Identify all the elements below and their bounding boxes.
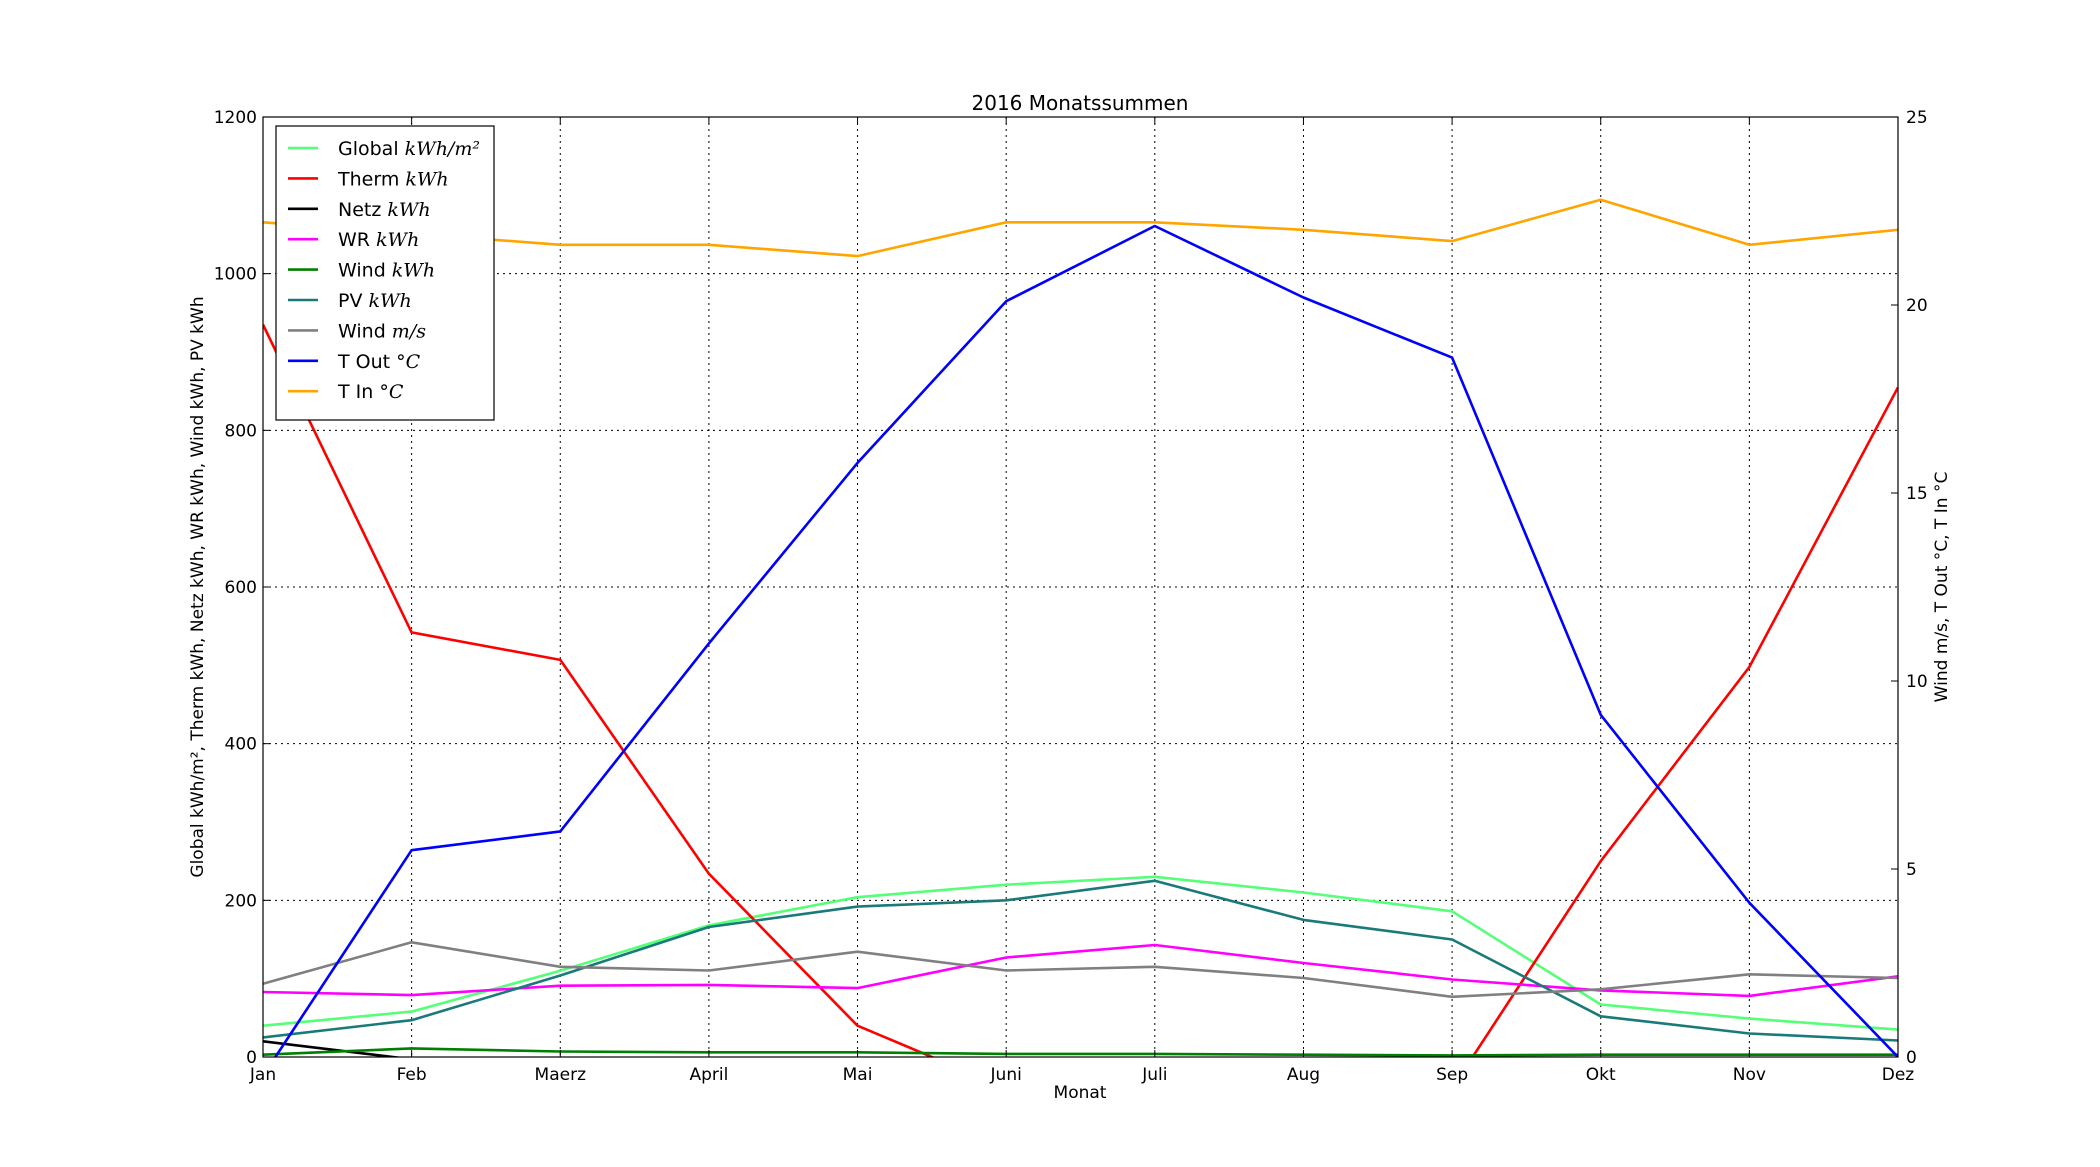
x-axis-label: Monat — [1054, 1083, 1107, 1103]
x-tick-label: April — [689, 1065, 728, 1085]
x-tick-label: Nov — [1733, 1065, 1766, 1085]
series-line-global-kwh-m — [263, 875, 1898, 1031]
legend-entry: T In °C — [337, 381, 404, 403]
x-tick-label: Maerz — [535, 1065, 587, 1085]
y-tick-label-right: 0 — [1906, 1048, 1917, 1068]
y-tick-label-left: 1000 — [214, 265, 257, 285]
y-tick-label-left: 800 — [225, 421, 257, 441]
y-tick-label-left: 400 — [225, 735, 257, 755]
y-axis-label-left: Global kWh/m², Therm kWh, Netz kWh, WR k… — [188, 296, 208, 877]
series-line-t-out-c — [273, 224, 1898, 1057]
series-line-wr-kwh — [263, 943, 1898, 998]
grid — [263, 117, 1898, 1057]
legend-entry: Netz kWh — [338, 199, 431, 221]
series-line-t-in-c — [263, 198, 1898, 258]
legend-box — [275, 125, 495, 421]
x-tick-label: Dez — [1882, 1065, 1915, 1085]
x-tick-label: Aug — [1287, 1065, 1320, 1085]
legend-entry: Global kWh/m² — [338, 138, 480, 160]
legend-entry: Wind kWh — [338, 260, 435, 282]
y-axis-label-right: Wind m/s, T Out °C, T In °C — [1932, 472, 1952, 703]
legend-entry: Therm kWh — [337, 168, 449, 190]
x-tick-label: Juli — [1141, 1065, 1167, 1085]
x-tick-label: Okt — [1586, 1065, 1616, 1085]
y-tick-label-left: 1200 — [214, 108, 257, 128]
legend-entry: T Out °C — [337, 351, 421, 373]
y-tick-label-right: 25 — [1906, 108, 1928, 128]
y-tick-label-right: 5 — [1906, 860, 1917, 880]
x-tick-label: Mai — [843, 1065, 873, 1085]
x-tick-label: Jan — [249, 1065, 276, 1085]
series-line-therm-kwh — [263, 324, 1898, 1057]
series-line-pv-kwh — [263, 879, 1898, 1042]
y-tick-label-right: 10 — [1906, 672, 1928, 692]
legend-entry: PV kWh — [338, 290, 412, 312]
chart-title: 2016 Monatssummen — [972, 91, 1189, 115]
x-tick-label: Sep — [1436, 1065, 1468, 1085]
series-line-wind-kwh — [263, 1047, 1898, 1057]
y-tick-label-left: 600 — [225, 578, 257, 598]
y-tick-label-left: 200 — [225, 891, 257, 911]
ticks: Jan Feb Maerz April Mai Juni Juli Aug Sep Okt Nov D… — [214, 108, 1928, 1085]
series-line-wind-m-s — [263, 940, 1898, 999]
y-tick-label-right: 20 — [1906, 296, 1928, 316]
x-tick-label: Feb — [397, 1065, 427, 1085]
y-tick-label-right: 15 — [1906, 484, 1928, 504]
x-tick-label: Juni — [990, 1065, 1022, 1085]
y-tick-label-left: 0 — [246, 1048, 257, 1068]
legend-entry: WR kWh — [338, 229, 419, 251]
series-lines — [263, 198, 1898, 1057]
legend: Global kWh/m² Therm kWh Netz kWh WR kWh Wind… — [275, 125, 495, 421]
legend-entry: Wind m/s — [338, 320, 426, 342]
